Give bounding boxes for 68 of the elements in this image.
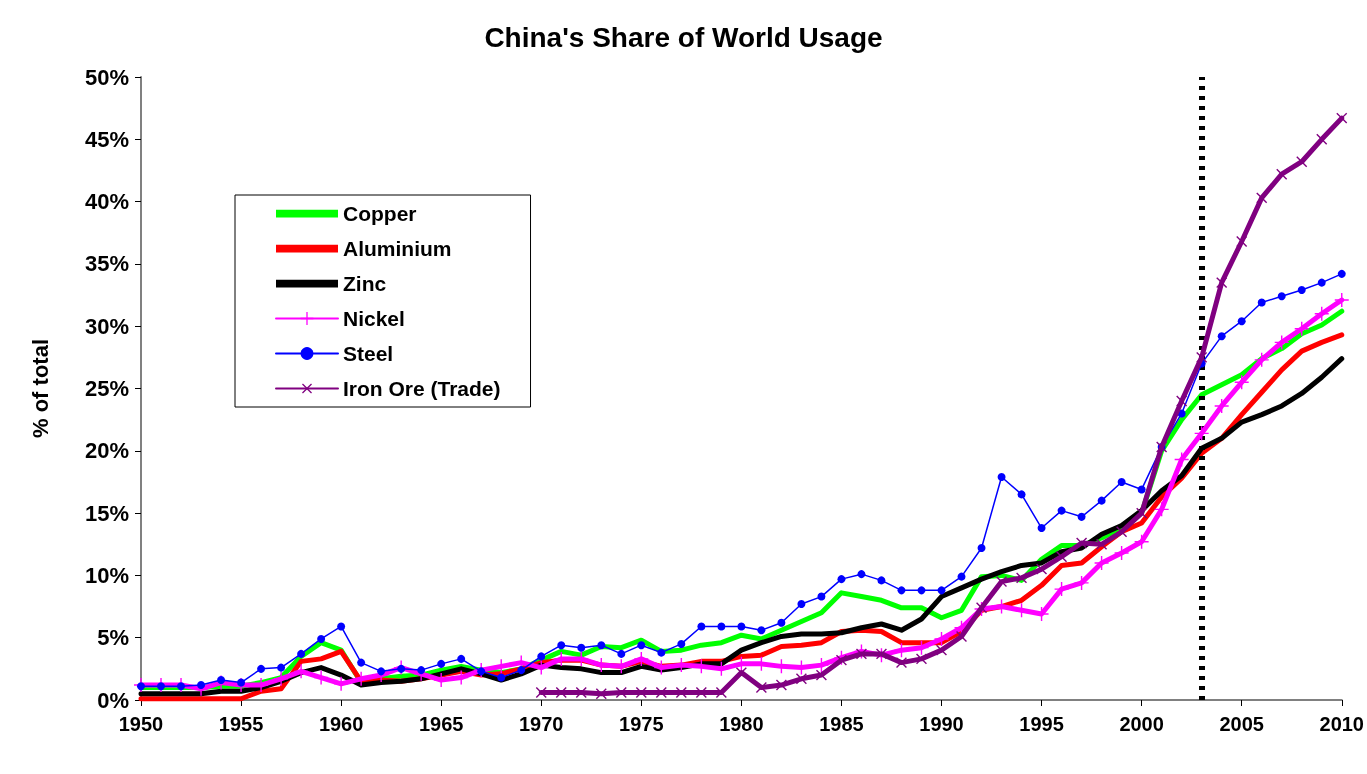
legend-label: Iron Ore (Trade): [343, 377, 501, 400]
point: [1076, 537, 1088, 549]
point: [896, 657, 907, 669]
y-tick-label: 0%: [97, 687, 129, 713]
point: [1256, 192, 1268, 204]
x-tick-label: 1965: [418, 713, 464, 735]
point: [1036, 563, 1048, 575]
legend-label: Copper: [343, 202, 417, 225]
point: [956, 631, 967, 642]
point: [1336, 112, 1348, 124]
point: [996, 576, 1007, 588]
x-tick-label: 1980: [719, 713, 764, 735]
y-tick-label: 25%: [84, 376, 129, 401]
point: [1296, 156, 1308, 168]
point: [1056, 551, 1068, 563]
point: [815, 669, 827, 681]
y-tick-label: 10%: [84, 562, 129, 588]
point: [1116, 526, 1128, 538]
point: [856, 648, 867, 660]
y-tick-label: 30%: [84, 313, 129, 339]
point: [916, 653, 927, 665]
legend-label: Steel: [343, 342, 394, 365]
point: [655, 687, 667, 698]
legend-label: Aluminium: [343, 237, 452, 260]
point: [535, 687, 547, 698]
y-tick-label: 15%: [84, 500, 129, 526]
y-tick-label: 40%: [84, 189, 129, 215]
point: [835, 654, 847, 666]
point: [1276, 168, 1288, 180]
point: [615, 687, 627, 698]
point: [575, 687, 587, 698]
point: [1176, 395, 1188, 407]
y-tick-label: 50%: [84, 64, 129, 90]
x-tick-label: 1985: [819, 713, 864, 735]
x-tick-label: 1970: [519, 713, 564, 735]
point: [775, 679, 787, 691]
legend-label: Zinc: [343, 272, 387, 295]
point: [595, 688, 607, 700]
point: [755, 682, 767, 693]
point: [695, 687, 707, 698]
y-tick-label: 35%: [84, 251, 129, 277]
point: [1236, 236, 1248, 247]
point: [555, 687, 567, 698]
point: [1216, 277, 1228, 289]
y-tick-label: 5%: [97, 625, 129, 651]
point: [715, 687, 727, 698]
x-tick-label: 1995: [1019, 713, 1064, 735]
x-tick-label: 1955: [218, 713, 264, 735]
point: [675, 687, 687, 698]
point: [1316, 133, 1328, 145]
x-tick-label: 1975: [619, 713, 664, 735]
x-tick-label: 2005: [1219, 713, 1264, 735]
y-axis-title: % of total: [27, 339, 53, 438]
chart-title: China's Share of World Usage: [484, 21, 883, 53]
point: [1016, 572, 1027, 584]
point: [1096, 538, 1108, 550]
y-tick-label: 45%: [84, 126, 129, 152]
x-tick-label: 2010: [1319, 713, 1364, 735]
point: [1136, 507, 1148, 519]
point: [795, 673, 807, 685]
y-tick-label: 20%: [84, 438, 129, 464]
x-tick-label: 2000: [1119, 713, 1164, 735]
x-tick-label: 1950: [118, 713, 164, 735]
point: [635, 687, 647, 698]
x-tick-label: 1990: [919, 713, 964, 735]
x-tick-label: 1960: [318, 713, 364, 735]
legend-label: Nickel: [343, 307, 405, 330]
point: [936, 644, 947, 656]
